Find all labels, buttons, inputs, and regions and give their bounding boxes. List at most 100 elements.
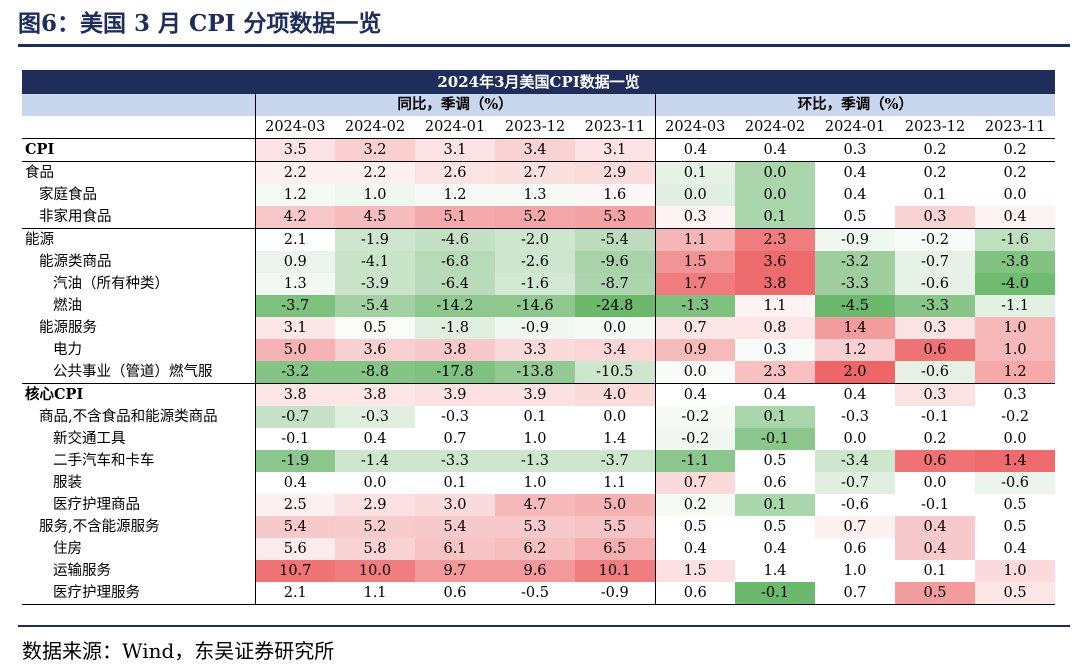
mom-cell: -3.8 (975, 251, 1056, 273)
yoy-cell: 9.6 (495, 560, 575, 582)
yoy-cell: 2.2 (335, 161, 415, 184)
yoy-cell: 3.4 (575, 339, 655, 361)
mom-cell: 0.5 (975, 494, 1056, 516)
mom-cell: -0.3 (815, 406, 895, 428)
mom-cell: 0.1 (895, 560, 975, 582)
mom-cell: 0.7 (815, 516, 895, 538)
yoy-cell: 2.9 (575, 161, 655, 184)
yoy-cell: 4.0 (575, 383, 655, 406)
mom-cell: 2.3 (735, 361, 815, 384)
mom-cell: 0.0 (654, 184, 735, 206)
mom-cell: 0.4 (654, 538, 735, 560)
yoy-cell: 0.7 (415, 428, 495, 450)
yoy-cell: -2.6 (495, 251, 575, 273)
yoy-cell: 5.3 (575, 206, 655, 229)
yoy-cell: 1.2 (415, 184, 495, 206)
mom-cell: 0.2 (654, 494, 735, 516)
mom-cell: 0.3 (735, 339, 815, 361)
yoy-cell: 5.6 (255, 538, 335, 560)
mom-cell: 0.8 (735, 317, 815, 339)
yoy-cell: 3.8 (415, 339, 495, 361)
yoy-cell: 1.2 (255, 184, 335, 206)
mom-cell: 0.3 (654, 206, 735, 229)
yoy-cell: -0.7 (255, 406, 335, 428)
mom-cell: 2.3 (735, 228, 815, 251)
yoy-cell: 1.0 (495, 428, 575, 450)
mom-cell: 0.4 (735, 383, 815, 406)
mom-cell: 0.5 (975, 582, 1056, 605)
yoy-cell: -4.6 (415, 228, 495, 251)
mom-cell: 0.1 (735, 206, 815, 229)
mom-cell: -0.1 (735, 582, 815, 605)
mom-cell: 0.6 (735, 472, 815, 494)
yoy-cell: 3.8 (335, 383, 415, 406)
date-header-label (22, 116, 256, 139)
figure-title: 图6：美国 3 月 CPI 分项数据一览 (18, 10, 382, 37)
yoy-cell: -17.8 (415, 361, 495, 384)
mom-cell: 0.6 (895, 450, 975, 472)
mom-date-header: 2023-12 (895, 116, 975, 139)
yoy-cell: 0.0 (575, 406, 655, 428)
yoy-cell: -1.4 (335, 450, 415, 472)
row-label: 非家用食品 (22, 206, 256, 229)
row-label: 能源服务 (22, 317, 256, 339)
yoy-cell: -24.8 (575, 295, 655, 317)
yoy-cell: 1.1 (575, 472, 655, 494)
yoy-cell: -4.1 (335, 251, 415, 273)
mom-cell: -3.4 (815, 450, 895, 472)
mom-date-header: 2024-02 (735, 116, 815, 139)
mom-cell: 0.5 (895, 582, 975, 605)
yoy-cell: -1.9 (335, 228, 415, 251)
yoy-date-header: 2024-02 (335, 116, 415, 139)
mom-cell: 0.5 (735, 450, 815, 472)
mom-cell: 0.4 (654, 138, 735, 162)
row-label: 服装 (22, 472, 256, 494)
yoy-cell: -1.9 (255, 450, 335, 472)
row-label: 能源类商品 (22, 251, 256, 273)
mom-cell: 0.0 (654, 361, 735, 384)
mom-date-header: 2023-11 (975, 116, 1056, 139)
mom-cell: -0.6 (815, 494, 895, 516)
yoy-cell: -0.1 (255, 428, 335, 450)
mom-cell: -0.1 (895, 494, 975, 516)
row-label: 医疗护理商品 (22, 494, 256, 516)
yoy-cell: 3.8 (255, 383, 335, 406)
mom-cell: 0.2 (975, 161, 1056, 184)
yoy-cell: -13.8 (495, 361, 575, 384)
yoy-cell: 1.6 (575, 184, 655, 206)
yoy-cell: 3.5 (255, 138, 335, 162)
mom-cell: 0.5 (975, 516, 1056, 538)
yoy-cell: -0.3 (335, 406, 415, 428)
mom-cell: 0.6 (654, 582, 735, 605)
yoy-cell: -1.3 (495, 450, 575, 472)
mom-cell: 0.4 (735, 138, 815, 162)
mom-cell: 0.5 (735, 516, 815, 538)
mom-cell: 0.5 (654, 516, 735, 538)
mom-cell: -0.1 (735, 428, 815, 450)
yoy-cell: -1.8 (415, 317, 495, 339)
mom-cell: -0.6 (895, 361, 975, 384)
mom-cell: -1.6 (975, 228, 1056, 251)
yoy-cell: -14.2 (415, 295, 495, 317)
mom-cell: 0.4 (975, 206, 1056, 229)
yoy-cell: -0.9 (575, 582, 655, 605)
mom-cell: -4.5 (815, 295, 895, 317)
mom-cell: -0.7 (895, 251, 975, 273)
yoy-cell: 10.1 (575, 560, 655, 582)
yoy-cell: -6.8 (415, 251, 495, 273)
yoy-cell: -3.2 (255, 361, 335, 384)
yoy-cell: -10.5 (575, 361, 655, 384)
mom-cell: 0.2 (975, 138, 1056, 162)
row-label: 运输服务 (22, 560, 256, 582)
yoy-cell: 0.4 (335, 428, 415, 450)
mom-cell: -4.0 (975, 273, 1056, 295)
yoy-cell: 2.5 (255, 494, 335, 516)
yoy-cell: 1.0 (335, 184, 415, 206)
mom-cell: 0.3 (815, 138, 895, 162)
yoy-cell: -0.5 (495, 582, 575, 605)
yoy-cell: 0.5 (335, 317, 415, 339)
mom-cell: -1.1 (975, 295, 1056, 317)
mom-cell: 1.5 (654, 560, 735, 582)
mom-cell: -0.2 (654, 428, 735, 450)
yoy-cell: 4.7 (495, 494, 575, 516)
